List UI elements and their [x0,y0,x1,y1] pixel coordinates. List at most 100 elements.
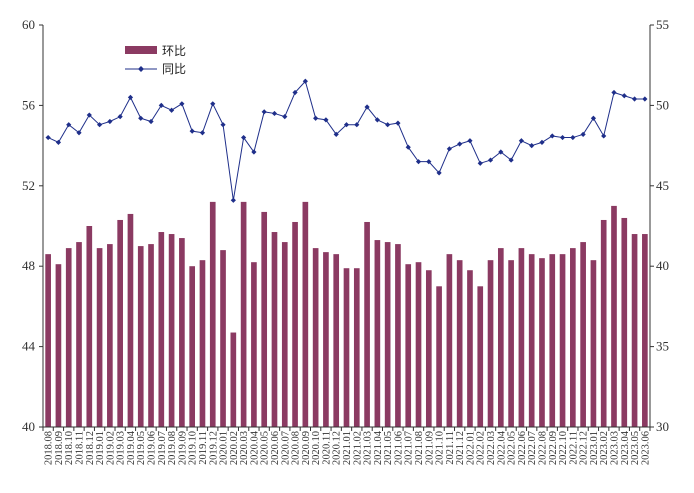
x-tick-label: 2020.11 [321,431,332,465]
line-point [302,78,308,84]
x-tick-label: 2021.07 [404,431,415,465]
x-tick-label: 2020.05 [260,431,271,465]
line-point [385,122,391,128]
bar [611,205,617,427]
line-point [66,122,72,128]
y-left-tick-label: 40 [22,419,35,434]
bar [395,244,401,427]
line-point [230,197,236,203]
x-tick-label: 2020.09 [301,431,312,465]
line-point [220,122,226,128]
line-point [364,104,370,110]
line-point [251,149,257,155]
bar [292,221,298,427]
line-point [158,102,164,108]
bar [199,260,206,427]
line-point [426,159,432,165]
line-point [148,118,154,125]
bar [436,286,442,427]
bar [518,248,525,427]
bar [497,248,504,427]
y-right-tick-label: 45 [656,178,669,193]
line-point [611,89,617,96]
line-point [313,115,319,121]
bar [117,219,123,427]
line-point [621,93,627,99]
bar [312,248,319,427]
x-tick-label: 2019.12 [208,431,219,465]
x-tick-label: 2022.08 [537,431,548,465]
x-tick-label: 2022.06 [517,431,528,465]
line-point [210,101,216,107]
x-tick-label: 2019.05 [136,431,147,465]
x-tick-label: 2020.06 [270,431,281,465]
bar [302,201,309,427]
legend-swatch-huanbi [125,46,157,54]
legend-label-tongbi: 同比 [162,62,186,76]
x-tick-label: 2021.10 [435,431,446,465]
x-tick-label: 2022.02 [476,431,487,465]
line-point [415,159,422,165]
x-tick-label: 2021.04 [373,430,384,465]
line-point [189,128,195,134]
bar [86,226,93,427]
x-tick-label: 2018.12 [85,431,96,465]
legend-marker-tongbi [138,66,144,72]
bar [179,238,185,427]
x-tick-label: 2020.01 [219,431,230,465]
x-tick-label: 2019.08 [167,431,178,465]
bar [559,254,566,427]
line-point [292,89,298,96]
line-point [446,146,452,152]
y-left-tick-label: 44 [22,339,36,354]
line-point [601,133,607,139]
line-point [374,117,380,123]
x-tick-label: 2021.01 [342,431,353,465]
bar [415,262,422,427]
line-point [559,134,566,141]
line-series-tongbi [45,78,648,203]
line-point [529,143,535,149]
x-tick-label: 2019.10 [188,431,199,465]
bar [281,242,288,427]
line-point [76,130,82,136]
line-point [138,115,144,121]
line-point [179,101,185,107]
bar [189,266,196,427]
bar [549,254,556,427]
bar [456,260,463,427]
x-tick-label: 2022.10 [558,431,569,465]
line-point [333,131,339,137]
y-left-tick-label: 52 [22,178,35,193]
x-tick-label: 2023.03 [609,431,620,465]
bar [353,268,360,427]
x-tick-label: 2021.06 [393,431,404,465]
x-tick-label: 2019.03 [116,431,127,465]
bar [96,248,103,427]
x-tick-label: 2023.01 [589,431,600,465]
bar [631,234,638,427]
bar [271,232,278,427]
y-right-tick-label: 40 [656,258,669,273]
bar [137,246,144,427]
bar [76,242,82,427]
line-point [343,122,350,128]
x-tick-label: 2019.01 [95,431,106,465]
x-tick-label: 2019.06 [147,431,158,465]
x-tick-label: 2019.09 [177,431,188,465]
series-line [47,80,645,201]
line-point [436,170,442,176]
x-tick-label: 2019.04 [126,430,137,465]
line-point [477,160,483,166]
y-right-tick-label: 30 [656,419,669,434]
line-point [261,109,267,115]
bar [55,264,62,427]
line-point [457,141,463,147]
y-right-tick-label: 35 [656,339,669,354]
line-point [467,138,473,144]
line-point [518,138,524,144]
x-tick-label: 2022.12 [579,431,590,465]
bar [364,221,370,427]
bar [220,250,226,427]
